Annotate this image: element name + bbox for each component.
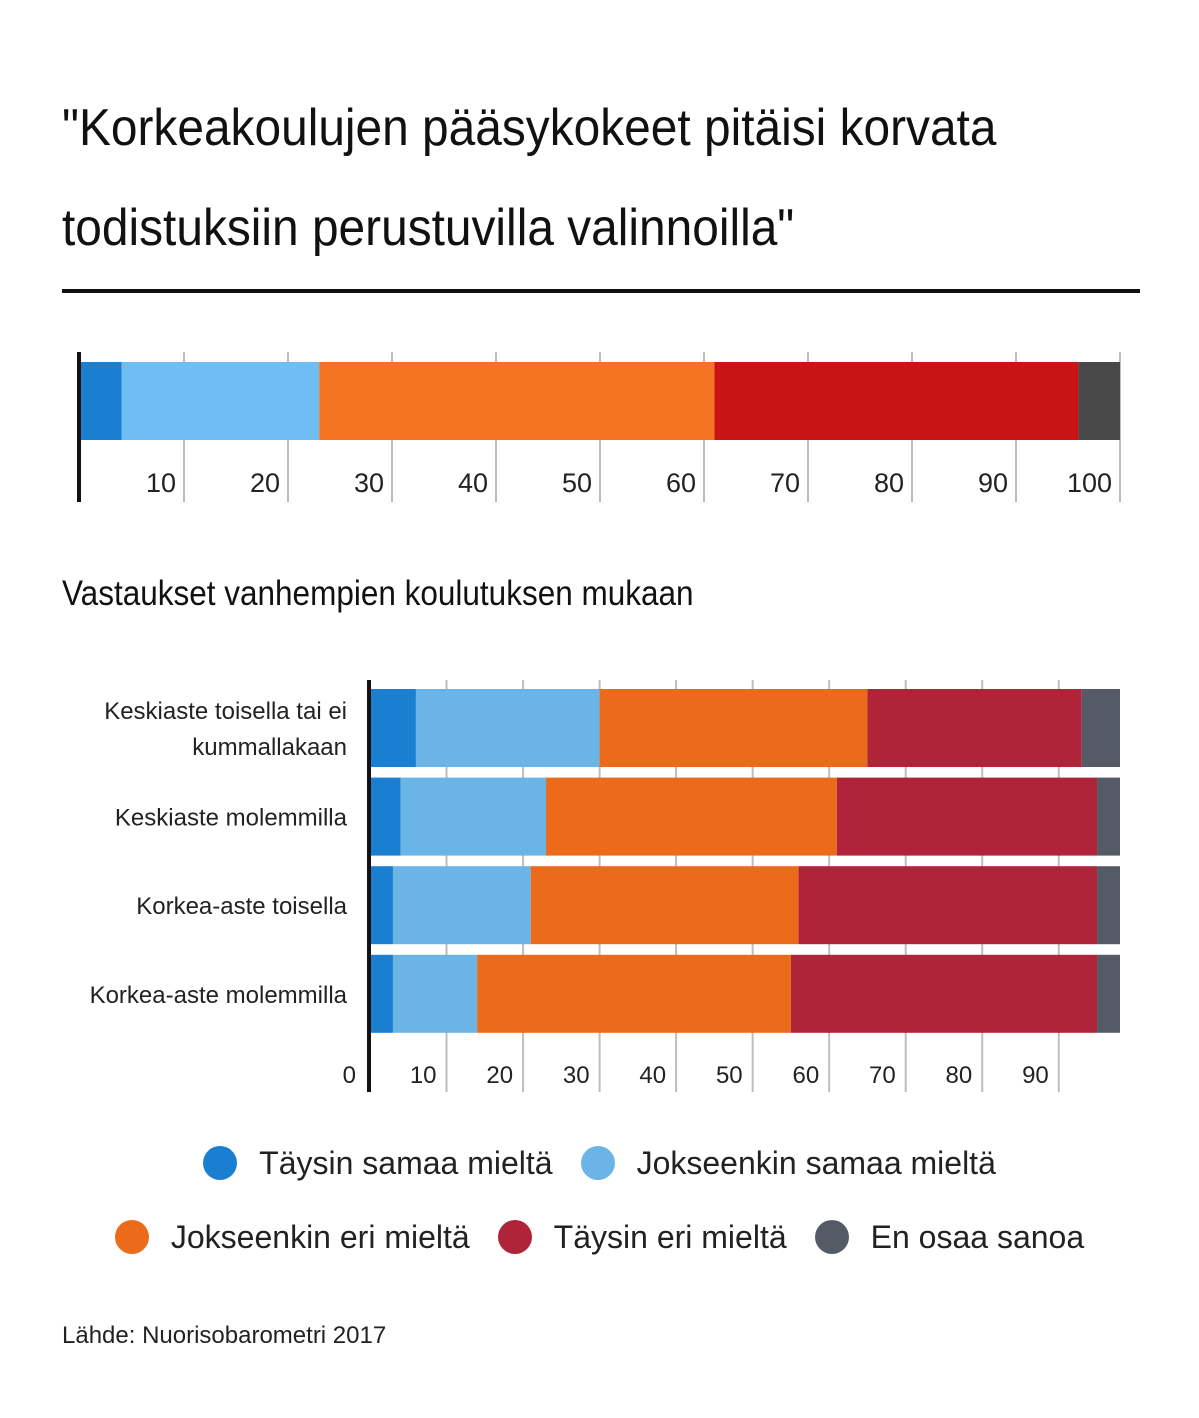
tick-label: 70 (869, 1062, 896, 1089)
tick-label: 40 (458, 468, 488, 498)
bar-segment (530, 866, 799, 945)
tick-label: 60 (792, 1062, 819, 1089)
bar-segment (599, 689, 868, 767)
tick-label: 50 (562, 468, 592, 498)
legend-swatch-icon (814, 1220, 849, 1254)
bar-segment (392, 954, 478, 1033)
legend-label: En osaa sanoa (870, 1218, 1085, 1255)
bar-segment (392, 866, 531, 945)
tick-label: 40 (639, 1062, 666, 1089)
bar-segment (1097, 866, 1120, 945)
legend-label: Jokseenkin samaa mieltä (636, 1144, 996, 1181)
tick-label: 90 (978, 468, 1008, 498)
bar-segment (798, 866, 1098, 945)
bar-segment (370, 689, 416, 767)
tick-label: 10 (146, 468, 176, 498)
tick-label: 90 (1022, 1062, 1049, 1089)
chart-title: "Korkeakoulujen pääsykokeet pitäisi korv… (62, 99, 997, 257)
legend-item: Jokseenkin eri mieltä (114, 1218, 470, 1256)
bar-segment (1078, 362, 1120, 440)
legend-item: Täysin samaa mieltä (203, 1144, 553, 1182)
legend-row-1: Täysin samaa mieltä Jokseenkin samaa mie… (0, 1138, 1199, 1188)
bar-segment (1097, 954, 1120, 1033)
bar-segment (1081, 689, 1120, 767)
bar-segment (121, 362, 320, 440)
tick-label: 10 (410, 1062, 437, 1089)
tick-label: 20 (250, 468, 280, 498)
legend-label: Jokseenkin eri mieltä (170, 1218, 470, 1255)
legend-item: En osaa sanoa (814, 1218, 1085, 1256)
bar-segment (477, 954, 791, 1033)
bar-segment (415, 689, 600, 767)
legend-row-2: Jokseenkin eri mieltä Täysin eri mieltä … (0, 1212, 1199, 1262)
tick-label: 30 (354, 468, 384, 498)
tick-label: 20 (486, 1062, 513, 1089)
breakdown-chart: Keskiaste toisella tai ei kummallakaan Kes… (90, 680, 1120, 1092)
category-label: Korkea-aste molemmilla (90, 982, 348, 1009)
bar-segment (319, 362, 715, 440)
legend-swatch-icon (497, 1220, 532, 1254)
legend-swatch-icon (203, 1146, 238, 1180)
bar-segment (1097, 777, 1120, 856)
bar-segment (867, 689, 1082, 767)
tick-label: 60 (666, 468, 696, 498)
tick-label: 100 (1067, 468, 1112, 498)
title-divider (62, 289, 1140, 293)
category-label: Korkea-aste toisella (136, 893, 347, 920)
bar-segment (400, 777, 547, 856)
tick-label: 80 (874, 468, 904, 498)
category-label: Keskiaste toisella tai ei (104, 698, 347, 725)
tick-label: 50 (716, 1062, 743, 1089)
category-label: kummallakaan (192, 734, 347, 761)
legend-swatch-icon (580, 1146, 615, 1180)
overall-chart: 10 20 30 40 50 60 70 80 90 100 (77, 352, 1121, 502)
bar-segment (370, 954, 393, 1033)
tick-label: 0 (343, 1062, 356, 1089)
bar-segment (80, 362, 122, 440)
bar-segment (546, 777, 837, 856)
source-note: Lähde: Nuorisobarometri 2017 (62, 1322, 387, 1349)
tick-label: 30 (563, 1062, 590, 1089)
tick-label: 70 (770, 468, 800, 498)
legend: Täysin samaa mieltä Jokseenkin samaa mie… (0, 1138, 1199, 1286)
chart-subtitle: Vastaukset vanhempien koulutuksen mukaan (62, 574, 694, 613)
bar-segment (790, 954, 1098, 1033)
tick-label: 80 (946, 1062, 973, 1089)
legend-label: Täysin samaa mieltä (259, 1144, 553, 1181)
legend-item: Jokseenkin samaa mieltä (580, 1144, 996, 1182)
category-label: Keskiaste molemmilla (115, 805, 348, 832)
bar-segment (714, 362, 1079, 440)
legend-label: Täysin eri mieltä (553, 1218, 787, 1255)
legend-swatch-icon (114, 1220, 149, 1254)
bar-segment (370, 866, 393, 945)
bar-segment (836, 777, 1098, 856)
legend-item: Täysin eri mieltä (497, 1218, 787, 1256)
bar-segment (370, 777, 401, 856)
